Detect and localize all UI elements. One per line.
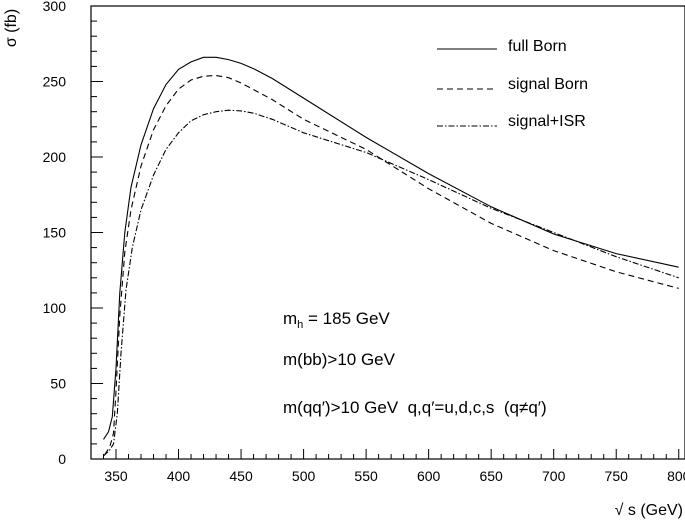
x-tick-label: 750 xyxy=(605,468,629,484)
x-tick-labels: 350 400 450 500 550 600 650 700 750 800 xyxy=(104,468,685,484)
legend-label-signal-born: signal Born xyxy=(508,76,588,93)
y-axis-label: σ (fb) xyxy=(3,9,20,47)
y-tick-label: 300 xyxy=(43,0,67,14)
annotation-bb-cut: m(bb)>10 GeV xyxy=(283,350,396,369)
series-line-signal-isr xyxy=(103,109,679,457)
legend-label-signal-isr: signal+ISR xyxy=(508,113,586,130)
series-line-full-born xyxy=(103,56,679,440)
y-tick-label: 50 xyxy=(50,376,66,392)
x-tick-label: 500 xyxy=(292,468,316,484)
axis-ticks xyxy=(91,5,680,460)
y-tick-label: 200 xyxy=(43,149,67,165)
y-tick-label: 150 xyxy=(43,225,67,241)
plot-frame xyxy=(90,5,685,460)
annotations: mh = 185 GeV m(bb)>10 GeV m(qq′)>10 GeV … xyxy=(283,309,547,417)
series-line-signal-born xyxy=(104,74,679,455)
y-tick-label: 250 xyxy=(43,74,67,90)
series-lines xyxy=(103,56,679,457)
y-tick-label: 0 xyxy=(58,451,66,467)
x-tick-label: 700 xyxy=(542,468,566,484)
x-tick-label: 450 xyxy=(229,468,253,484)
x-axis-label: √ s (GeV) xyxy=(615,502,683,519)
x-tick-label: 350 xyxy=(104,468,128,484)
x-tick-label: 400 xyxy=(167,468,191,484)
legend: full Born signal Born signal+ISR xyxy=(437,38,588,130)
y-tick-labels: 0 50 100 150 200 250 300 xyxy=(43,0,67,467)
x-tick-label: 800 xyxy=(667,468,685,484)
x-tick-label: 600 xyxy=(417,468,441,484)
x-tick-label: 550 xyxy=(354,468,378,484)
annotation-higgs-mass: mh = 185 GeV xyxy=(283,309,390,331)
legend-label-full-born: full Born xyxy=(508,38,567,55)
annotation-qq-cut: m(qq′)>10 GeV q,q′=u,d,c,s (q≠q′) xyxy=(283,398,547,417)
y-tick-label: 100 xyxy=(43,300,67,316)
x-tick-label: 650 xyxy=(479,468,503,484)
